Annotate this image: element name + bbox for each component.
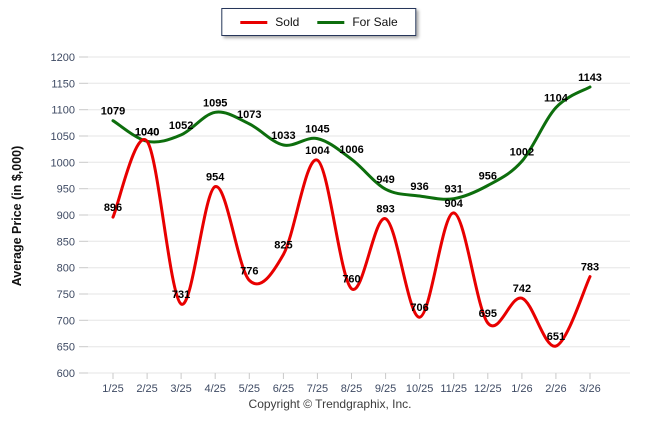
data-label: 825 bbox=[274, 240, 292, 252]
x-tick-label: 12/25 bbox=[474, 383, 502, 395]
x-tick-label: 9/25 bbox=[375, 383, 396, 395]
data-label: 651 bbox=[547, 331, 565, 343]
data-label: 954 bbox=[206, 172, 225, 184]
x-tick-label: 1/25 bbox=[102, 383, 123, 395]
legend-item-for-sale: For Sale bbox=[317, 15, 398, 29]
for-sale-legend-label: For Sale bbox=[352, 15, 398, 29]
y-tick-label: 800 bbox=[57, 263, 75, 275]
y-tick-label: 1150 bbox=[51, 78, 75, 90]
data-label: 949 bbox=[376, 174, 394, 186]
data-label: 956 bbox=[479, 171, 497, 183]
series-line-sold bbox=[111, 138, 592, 348]
data-label: 1040 bbox=[135, 126, 159, 138]
y-tick-label: 750 bbox=[57, 289, 75, 301]
data-label: 893 bbox=[376, 204, 394, 216]
x-tick-label: 5/25 bbox=[239, 383, 260, 395]
data-label: 1033 bbox=[271, 130, 295, 142]
data-label: 731 bbox=[172, 289, 190, 301]
series-line-for-sale bbox=[111, 85, 592, 201]
y-tick-label: 950 bbox=[57, 184, 75, 196]
data-label: 742 bbox=[513, 283, 531, 295]
data-label: 1004 bbox=[305, 145, 330, 157]
y-tick-label: 700 bbox=[57, 315, 75, 327]
y-tick-label: 650 bbox=[57, 342, 75, 354]
sold-legend-label: Sold bbox=[275, 15, 300, 29]
data-label: 1095 bbox=[203, 97, 227, 109]
data-label: 1052 bbox=[169, 120, 193, 132]
x-tick-label: 11/25 bbox=[440, 383, 467, 395]
data-label: 896 bbox=[104, 202, 122, 214]
data-label: 1073 bbox=[237, 109, 261, 121]
x-tick-label: 10/25 bbox=[406, 383, 434, 395]
y-tick-label: 900 bbox=[57, 210, 75, 222]
data-label: 1143 bbox=[578, 72, 602, 84]
data-label: 1104 bbox=[544, 93, 569, 105]
y-tick-label: 1000 bbox=[51, 157, 75, 169]
y-tick-label: 1100 bbox=[51, 105, 75, 117]
x-tick-label: 4/25 bbox=[204, 383, 225, 395]
x-tick-label: 7/25 bbox=[307, 383, 328, 395]
data-label: 695 bbox=[479, 308, 497, 320]
y-tick-label: 850 bbox=[57, 236, 75, 248]
y-tick-label: 1050 bbox=[51, 131, 75, 143]
data-label: 1006 bbox=[339, 144, 363, 156]
x-tick-label: 2/26 bbox=[545, 383, 566, 395]
data-label: 776 bbox=[240, 265, 258, 277]
x-tick-label: 2/25 bbox=[136, 383, 157, 395]
data-label: 904 bbox=[445, 198, 464, 210]
data-label: 1079 bbox=[101, 106, 125, 118]
x-tick-label: 1/26 bbox=[511, 383, 532, 395]
data-label: 706 bbox=[410, 302, 428, 314]
y-tick-label: 600 bbox=[57, 368, 75, 380]
sold-line-swatch bbox=[240, 20, 268, 24]
x-tick-label: 6/25 bbox=[273, 383, 294, 395]
x-tick-label: 8/25 bbox=[341, 383, 362, 395]
data-label: 1002 bbox=[510, 146, 534, 158]
data-label: 1040 bbox=[135, 126, 159, 138]
for-sale-line-swatch bbox=[317, 20, 345, 24]
data-label: 931 bbox=[445, 184, 463, 196]
data-label: 1045 bbox=[305, 124, 329, 136]
copyright-text: Copyright © Trendgraphix, Inc. bbox=[248, 397, 412, 411]
data-label: 760 bbox=[342, 274, 360, 286]
data-label: 936 bbox=[410, 181, 428, 193]
x-tick-label: 3/26 bbox=[579, 383, 600, 395]
chart-legend: Sold For Sale bbox=[221, 8, 417, 36]
data-label: 783 bbox=[581, 262, 599, 274]
x-tick-label: 3/25 bbox=[170, 383, 191, 395]
legend-item-sold: Sold bbox=[240, 15, 299, 29]
y-tick-label: 1200 bbox=[51, 52, 75, 64]
